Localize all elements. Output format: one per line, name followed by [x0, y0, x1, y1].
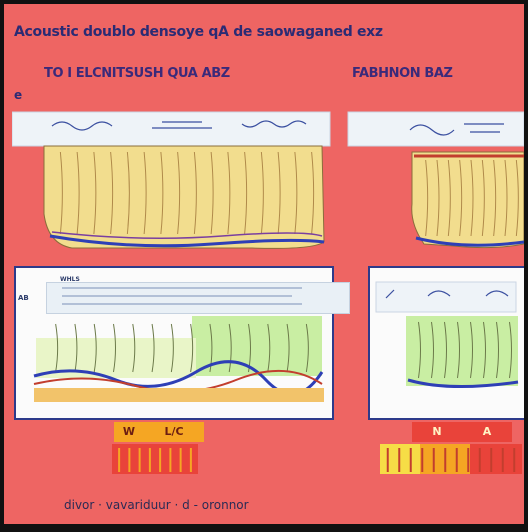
top-left-ridge — [59, 151, 63, 235]
bottom-left-hair — [170, 323, 174, 373]
bottom-right-hair — [483, 321, 486, 379]
bottom-right-hair — [470, 321, 473, 379]
legend-left-label-1: W — [122, 425, 136, 438]
top-left-inner-line — [51, 231, 323, 239]
top-right-header-squiggles — [409, 123, 504, 136]
bottom-right-hair — [457, 321, 460, 379]
bottom-left-hair — [286, 323, 290, 373]
top-right-ridge — [425, 159, 429, 237]
legend-left-label-2: L/C — [164, 425, 184, 438]
bottom-left-hair — [209, 323, 213, 373]
left-top-title: TO I ELCNITSUSH QUA ABZ — [44, 66, 230, 81]
top-left-base-line — [49, 234, 325, 248]
bottom-left-hair — [190, 323, 194, 373]
top-right-tissue-ridges — [425, 159, 519, 237]
top-left-cross-section — [12, 111, 331, 249]
figure-canvas: Acoustic doublo densoye qA de saowaganed… — [4, 4, 524, 524]
legend-right-top: N A — [412, 422, 512, 442]
bottom-left-hair — [93, 323, 97, 373]
top-left-ridge — [110, 151, 114, 235]
bottom-right-header-bar — [375, 281, 517, 313]
bottom-left-hair — [305, 323, 309, 373]
bottom-left-cross-section — [33, 287, 324, 402]
top-left-ridge — [210, 151, 214, 235]
top-left-ridge — [294, 151, 298, 235]
bottom-left-heading: WHLS — [60, 276, 80, 283]
legend-left-bar-bg — [112, 444, 198, 474]
top-left-ridge — [244, 151, 248, 235]
bottom-left-hair — [228, 323, 232, 373]
bottom-left-text-block — [46, 282, 350, 314]
top-left-header-squiggles — [51, 120, 307, 131]
bottom-right-hair — [509, 321, 512, 379]
bottom-left-hair — [151, 323, 155, 373]
top-right-cross-section — [347, 111, 524, 249]
legend-right-label-2: A — [482, 425, 492, 438]
bottom-left-text-lines — [62, 287, 302, 305]
top-right-ridge — [515, 159, 519, 237]
legend-right-stripes — [386, 448, 516, 472]
bottom-left-side-label: AB — [18, 294, 29, 302]
top-left-ridge — [260, 151, 264, 235]
bottom-right-hair-cells — [418, 321, 512, 379]
bottom-left-hair-cells — [55, 323, 309, 373]
bottom-right-hair — [418, 321, 421, 379]
top-right-ridge — [447, 159, 451, 237]
bottom-left-hair — [132, 323, 136, 373]
top-left-ridge — [143, 151, 147, 235]
top-right-ridge — [481, 159, 485, 237]
top-left-header-bar — [12, 111, 331, 147]
bottom-right-hair — [444, 321, 447, 379]
bottom-right-header-squiggles — [385, 289, 509, 299]
top-left-ridge — [193, 151, 197, 235]
top-right-ridge — [504, 159, 508, 237]
top-right-ridge — [436, 159, 440, 237]
bottom-left-hair — [55, 323, 59, 373]
figure-footer-caption: divor · vavariduur · d - oronnor — [64, 498, 249, 512]
top-left-ridge — [160, 151, 164, 235]
bottom-right-green-layer — [406, 316, 518, 386]
bottom-left-hair — [74, 323, 78, 373]
top-left-tissue-layer — [43, 145, 325, 249]
top-right-ridge — [493, 159, 497, 237]
bottom-right-hair — [431, 321, 434, 379]
top-right-base-line — [415, 236, 524, 247]
top-left-ridge — [93, 151, 97, 235]
bottom-right-cross-section — [375, 281, 519, 389]
top-left-tissue-ridges — [59, 151, 315, 235]
top-right-tissue-layer — [411, 151, 524, 249]
top-left-ridge — [277, 151, 281, 235]
legend-right-label-1: N — [432, 425, 442, 438]
figure-title: Acoustic doublo densoye qA de saowaganed… — [14, 24, 383, 40]
right-top-title: FABHNON BAZ — [352, 66, 453, 81]
bottom-right-base-line — [407, 378, 519, 389]
top-right-header-bar — [347, 111, 524, 147]
top-left-ridge — [311, 151, 315, 235]
legend-left-stripes — [118, 448, 192, 472]
top-right-ridge — [459, 159, 463, 237]
top-left-ridge — [76, 151, 80, 235]
top-left-ridge — [227, 151, 231, 235]
top-left-ridge — [126, 151, 130, 235]
bottom-right-hair — [496, 321, 499, 379]
bottom-left-green-layer — [192, 316, 322, 376]
legend-right-bars — [380, 444, 522, 474]
bottom-left-hair — [113, 323, 116, 373]
left-marker-label: e — [14, 88, 23, 102]
top-right-ridge — [470, 159, 474, 237]
top-left-ridge — [177, 151, 181, 235]
bottom-left-hair — [267, 323, 271, 373]
legend-left-top: W L/C — [114, 422, 204, 442]
bottom-left-base-layer — [34, 388, 324, 402]
legend-left-bars — [112, 444, 198, 474]
